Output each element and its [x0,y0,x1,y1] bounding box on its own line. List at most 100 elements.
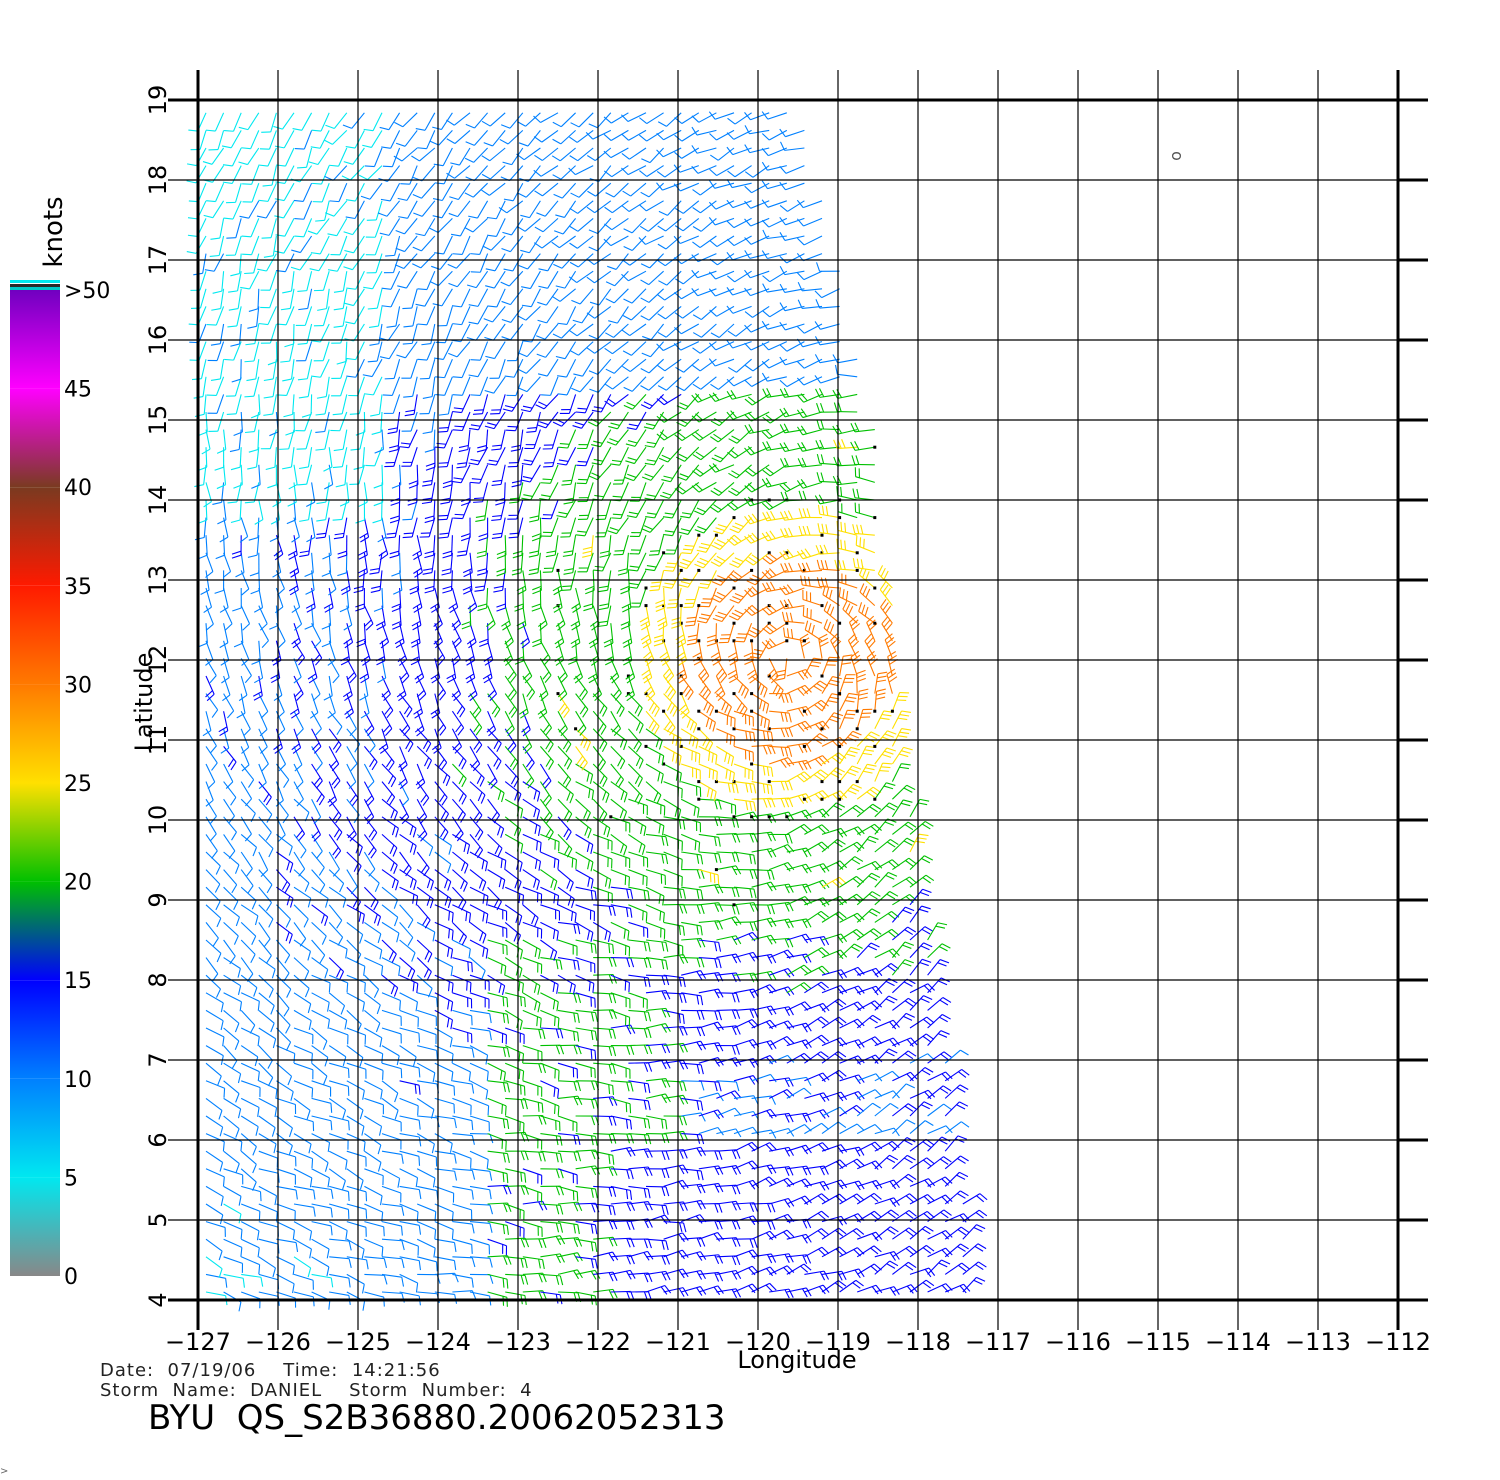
wind-barb-flag [392,954,396,963]
wind-barb [716,764,734,782]
wind-barb-flag [425,920,430,928]
wind-barb-shaft [347,905,365,915]
wind-barb [910,1090,935,1099]
wind-barb-shaft [417,870,433,882]
wind-barb [312,993,330,1012]
wind-barb-flag [750,889,752,898]
wind-barb-shaft [963,1244,978,1257]
wind-barb-shaft [540,817,553,832]
wind-barb-shaft [364,1292,383,1297]
wind-barb-flag [469,949,470,958]
wind-barb-shaft [681,764,700,770]
wind-barb-shaft [593,993,613,994]
wind-barb-flag [764,746,768,755]
wind-barb-flag [772,1221,775,1230]
wind-barb-flag [736,1150,740,1159]
wind-barb-shaft [769,1089,787,1098]
wind-barb-shaft [276,1116,292,1128]
wind-barb-flag [226,1278,227,1287]
wind-barb [452,1010,472,1025]
wind-barb-shaft [611,1291,631,1292]
wind-barb-flag [452,913,453,922]
wind-barb-flag [715,990,720,998]
wind-barb-shaft [540,799,552,815]
wind-barb-flag [679,1166,684,1174]
wind-barb [822,1051,846,1063]
wind-barb-flag [560,1045,563,1054]
wind-barb-flag [871,943,880,947]
wind-barb [488,975,505,995]
wind-barb-flag [639,843,642,852]
wind-barb-flag [822,1123,829,1129]
wind-barb-flag [905,1001,913,1006]
wind-barb-flag [923,1283,931,1288]
wind-barb-shaft [417,1081,437,1084]
wind-barb [294,993,311,1013]
wind-barb-flag [498,791,501,800]
wind-barb [505,1292,526,1305]
wind-barb-flag [697,870,700,879]
wind-barb-shaft [206,887,220,901]
wind-barb-shaft [452,1257,472,1258]
wind-barb-flag [644,1100,646,1109]
wind-barb-flag [789,1254,793,1262]
wind-barb-flag [962,1263,970,1269]
wind-barb-flag [523,1071,524,1080]
wind-barb-flag [325,969,328,978]
wind-barb [523,870,540,890]
wind-barb-flag [482,971,486,980]
wind-barb-flag [416,1283,417,1292]
wind-barb-shaft [822,839,837,852]
wind-barb-flag [648,1149,652,1158]
wind-barb-flag [850,787,859,791]
wind-barb [787,848,811,857]
wind-barb-flag [546,815,552,823]
wind-barb-flag [904,982,912,987]
wind-barb-shaft [347,975,366,983]
wind-barb-shaft [734,1161,752,1169]
wind-barb-flag [609,1187,611,1196]
wind-barb-flag [889,1049,898,1053]
wind-barb-flag [368,782,374,789]
wind-barb-shaft [435,764,450,777]
wind-barb-flag [613,1065,615,1074]
wind-barb [206,993,223,1012]
wind-barb-shaft [470,940,488,949]
wind-barb-flag [248,780,253,788]
wind-barb-flag [600,775,604,783]
wind-barb-shaft [329,1081,348,1087]
wind-barb-shaft [558,1151,578,1152]
wind-barb-flag [701,1171,703,1180]
wind-barb [875,963,899,975]
wind-barb-flag [763,766,764,775]
wind-barb-flag [419,1190,421,1199]
wind-barb-flag [625,981,626,990]
wind-barb [400,940,415,962]
wind-barb-flag [268,1078,272,1086]
wind-barb-flag [360,935,363,944]
wind-barb-flag [387,794,392,802]
wind-barb-shaft [488,958,506,966]
wind-barb [523,1134,542,1150]
wind-barb-flag [835,1230,842,1236]
wind-barb-flag [337,969,341,978]
wind-barb-flag [535,859,537,868]
wind-barb-flag [546,798,552,805]
wind-barb-flag [462,796,466,804]
wind-barb [892,1038,917,1047]
wind-barb-flag [750,870,753,879]
wind-barb [540,958,562,970]
wind-barb-flag [903,1016,912,1020]
wind-barb-flag [266,797,271,805]
wind-barb-shaft [224,1274,244,1278]
wind-barb [329,1257,351,1268]
wind-barb-flag [467,845,469,854]
wind-barb [892,998,916,1010]
wind-barb-shaft [488,799,500,815]
wind-barb-flag [891,1210,899,1216]
wind-barb-flag [867,764,876,766]
wind-barb-flag [659,894,660,903]
wind-barb-flag [419,1156,420,1165]
wind-barb-flag [439,759,444,767]
wind-barb-shaft [910,984,928,993]
